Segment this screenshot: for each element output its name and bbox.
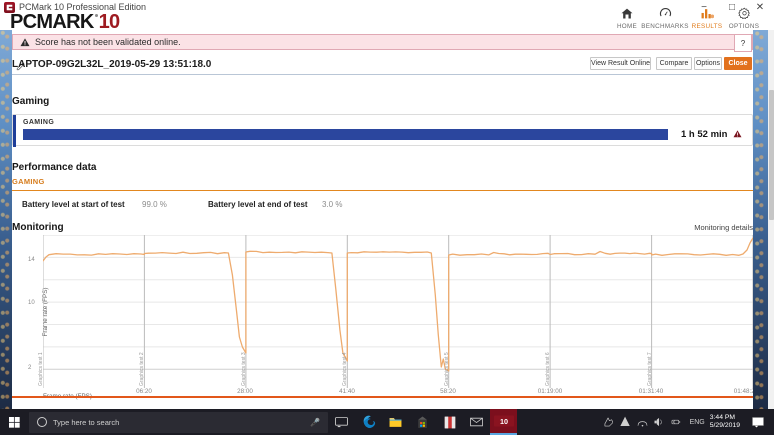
svg-text:10: 10: [499, 417, 507, 426]
